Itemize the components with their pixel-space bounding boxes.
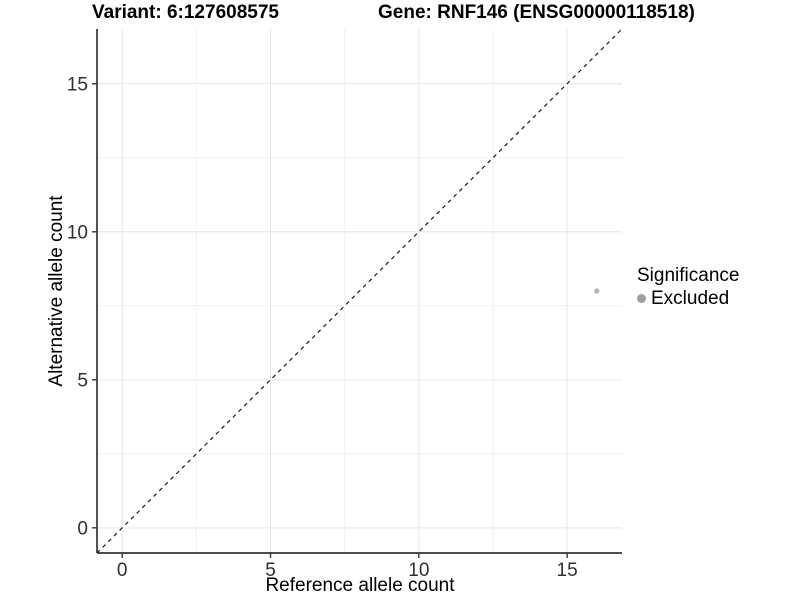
legend: Significance Excluded <box>637 265 739 309</box>
x-axis-title: Reference allele count <box>265 575 455 596</box>
svg-text:0: 0 <box>77 518 88 539</box>
variant-title: Variant: 6:127608575 <box>92 2 279 23</box>
svg-text:0: 0 <box>117 560 128 581</box>
svg-text:15: 15 <box>67 74 88 95</box>
gene-title: Gene: RNF146 (ENSG00000118518) <box>378 2 695 23</box>
legend-item-label: Excluded <box>651 288 730 309</box>
svg-text:15: 15 <box>557 560 578 581</box>
svg-text:10: 10 <box>67 222 88 243</box>
excluded-point-icon <box>637 294 646 303</box>
svg-text:5: 5 <box>265 560 276 581</box>
svg-text:10: 10 <box>408 560 429 581</box>
svg-text:5: 5 <box>77 370 88 391</box>
legend-item-excluded: Excluded <box>637 288 739 309</box>
legend-title: Significance <box>637 265 740 286</box>
y-axis-title: Alternative allele count <box>46 195 67 387</box>
